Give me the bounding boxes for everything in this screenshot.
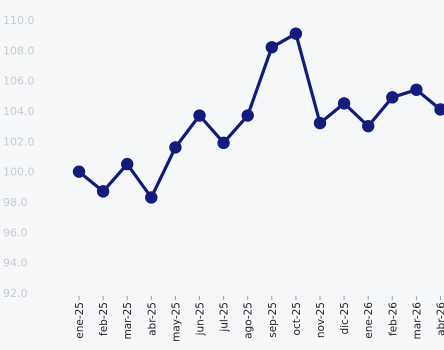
x-tick-label: feb-26 xyxy=(387,302,399,336)
data-point xyxy=(362,119,375,133)
x-tick-label: abr-26 xyxy=(436,302,444,336)
x-tick-label: jul-25 xyxy=(219,302,231,333)
data-point xyxy=(386,91,399,104)
x-tick-label: ago-25 xyxy=(243,302,255,339)
y-tick-label: 104.0 xyxy=(3,105,35,118)
x-tick-label: feb-25 xyxy=(98,302,110,336)
y-axis: 110.0 108.0 106.0 104.0 102.0 100.0 98.0 96.0 94… xyxy=(3,14,35,300)
y-tick-label: 108.0 xyxy=(3,44,35,57)
x-tick-label: abr-25 xyxy=(146,302,158,336)
data-point xyxy=(410,83,423,96)
x-tick-label: sep-25 xyxy=(267,302,279,338)
x-tick-label: may-25 xyxy=(170,302,182,342)
x-tick-label: dic-25 xyxy=(339,302,351,335)
data-point xyxy=(434,103,444,116)
data-point xyxy=(121,157,134,171)
x-tick-label: mar-25 xyxy=(122,302,134,339)
data-point xyxy=(96,185,110,198)
data-point xyxy=(241,109,254,122)
x-tick-label: jun-25 xyxy=(195,302,207,336)
x-tick-label: ene-25 xyxy=(74,302,86,339)
y-tick-label: 100.0 xyxy=(3,166,35,179)
data-point xyxy=(72,165,86,178)
data-point xyxy=(193,109,206,122)
data-point xyxy=(169,141,182,154)
plot-area xyxy=(72,27,444,204)
y-tick-label: 96.0 xyxy=(3,226,28,239)
x-tick-label: ene-26 xyxy=(363,302,375,339)
data-point xyxy=(217,136,230,150)
data-point xyxy=(145,191,158,204)
x-tick-label: nov-25 xyxy=(315,302,327,338)
y-tick-label: 110.0 xyxy=(3,14,35,27)
series-line xyxy=(77,32,443,200)
x-tick-label: mar-26 xyxy=(411,302,423,340)
y-tick-label: 98.0 xyxy=(3,196,28,209)
data-point xyxy=(265,41,278,54)
y-tick-label: 92.0 xyxy=(3,287,28,300)
y-tick-label: 106.0 xyxy=(3,75,35,88)
data-point xyxy=(313,116,327,130)
data-point xyxy=(337,97,351,110)
x-tick-label: oct-25 xyxy=(291,302,303,335)
x-axis: ene-25 feb-25 mar-25 abr-25 may-25 jun-25 jul-… xyxy=(74,296,444,342)
y-tick-label: 102.0 xyxy=(3,135,35,148)
y-tick-label: 94.0 xyxy=(3,257,28,270)
data-point xyxy=(289,27,303,40)
